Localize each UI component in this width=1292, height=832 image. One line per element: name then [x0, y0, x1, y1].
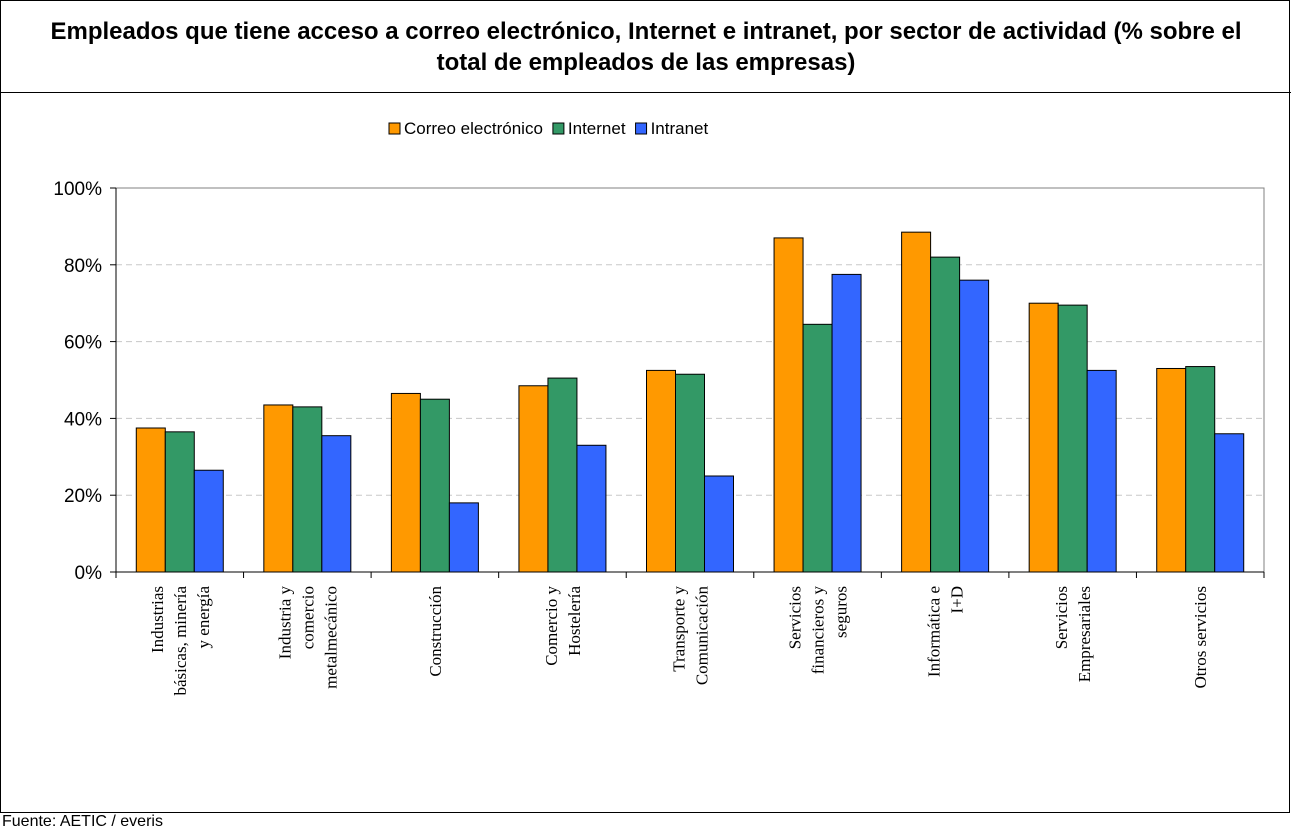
y-tick-label: 100% — [53, 179, 102, 200]
bar-correo-electr-nico — [901, 231, 932, 573]
bar-intranet — [448, 502, 479, 573]
category-label: Otros servicios — [1191, 586, 1210, 688]
y-tick-label: 60% — [64, 333, 102, 354]
category-label: Comercio y — [542, 586, 561, 666]
bar-internet — [419, 398, 450, 573]
category-label: metalmecánico — [321, 586, 340, 689]
bar-intranet — [959, 279, 990, 573]
legend-label: Correo electrónico — [404, 119, 543, 138]
bar-internet — [164, 431, 195, 573]
category-label: I+D — [948, 586, 967, 614]
legend-label: Internet — [568, 119, 626, 138]
legend-label: Intranet — [651, 119, 709, 138]
chart-title: Empleados que tiene acceso a correo elec… — [50, 17, 1242, 76]
legend-swatch — [635, 122, 648, 135]
category-label: seguros — [832, 586, 851, 638]
bar-internet — [930, 256, 961, 573]
category-label: Servicios — [786, 586, 805, 649]
bar-intranet — [704, 475, 734, 573]
bar-correo-electr-nico — [773, 237, 804, 573]
category-label: financieros y — [809, 586, 828, 675]
category-label: y energía — [194, 586, 213, 649]
bar-internet — [1185, 366, 1216, 573]
bar-intranet — [1214, 433, 1245, 573]
category-label: Empresariales — [1075, 586, 1094, 682]
bar-intranet — [831, 273, 862, 573]
bar-internet — [802, 323, 833, 573]
legend-swatch — [552, 122, 565, 135]
bar-intranet — [193, 469, 224, 573]
category-label: comercio — [298, 586, 317, 649]
bar-correo-electr-nico — [1156, 367, 1187, 573]
legend-swatch — [388, 122, 401, 135]
source-note: Fuente: AETIC / everis — [2, 813, 163, 830]
category-label: Construcción — [426, 586, 445, 677]
y-tick-label: 80% — [64, 256, 102, 277]
title-box: Empleados que tiene acceso a correo elec… — [1, 1, 1291, 93]
category-label: Industria y — [275, 586, 294, 660]
y-tick-label: 40% — [64, 409, 102, 430]
bar-intranet — [576, 444, 607, 573]
category-label: Hostelería — [565, 586, 584, 656]
category-label: Servicios — [1052, 586, 1071, 649]
y-tick-label: 0% — [75, 563, 103, 584]
bar-intranet — [321, 435, 352, 573]
bar-internet — [675, 373, 705, 573]
bar-correo-electr-nico — [263, 404, 294, 573]
bar-internet — [547, 377, 578, 573]
category-label: Industrias — [148, 586, 167, 653]
category-label: Comunicación — [693, 586, 712, 686]
bar-correo-electr-nico — [1028, 302, 1059, 573]
category-label: básicas, minería — [171, 586, 190, 696]
bar-internet — [1057, 304, 1088, 573]
bar-internet — [292, 406, 323, 573]
bar-correo-electr-nico — [135, 427, 166, 573]
category-label: Transporte y — [670, 586, 689, 672]
bar-correo-electr-nico — [646, 369, 676, 573]
bar-correo-electr-nico — [390, 392, 421, 573]
category-label: Informática e — [925, 586, 944, 677]
bar-correo-electr-nico — [518, 385, 549, 573]
y-tick-label: 20% — [64, 486, 102, 507]
bar-intranet — [1086, 369, 1117, 573]
